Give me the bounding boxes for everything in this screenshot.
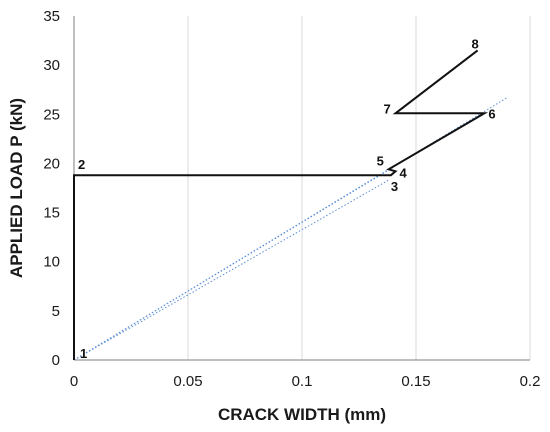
point-label: 1 bbox=[80, 346, 87, 361]
y-tick-label: 0 bbox=[52, 352, 60, 369]
point-labels: 1 2 345 6 7 8 bbox=[78, 36, 496, 361]
point-label: 7 bbox=[383, 101, 390, 116]
point-label: 5 bbox=[377, 153, 384, 168]
point-label: 3 bbox=[391, 179, 398, 194]
grid-lines bbox=[187, 16, 531, 360]
point-label: 6 bbox=[488, 106, 495, 121]
y-tick-label: 20 bbox=[43, 155, 60, 172]
point-label: 8 bbox=[472, 36, 479, 51]
reference-line bbox=[73, 179, 389, 361]
y-tick-label: 35 bbox=[43, 8, 60, 25]
x-tick-label: 0.2 bbox=[520, 373, 541, 390]
x-tick-label: 0.1 bbox=[292, 373, 313, 390]
x-tick-label: 0.05 bbox=[173, 373, 202, 390]
reference-lines bbox=[73, 97, 508, 361]
point-label: 4 bbox=[399, 165, 407, 180]
y-tick-label: 10 bbox=[43, 254, 60, 271]
x-tick-label: 0 bbox=[70, 373, 78, 390]
x-axis-title: CRACK WIDTH (mm) bbox=[218, 405, 386, 424]
y-tick-label: 25 bbox=[43, 106, 60, 123]
point-label: 2 bbox=[78, 157, 85, 172]
series-lines bbox=[73, 49, 489, 361]
series-line bbox=[73, 49, 489, 360]
y-tick-label: 30 bbox=[43, 57, 60, 74]
reference-line bbox=[73, 166, 394, 361]
x-tick-label: 0.15 bbox=[401, 373, 430, 390]
y-tick-label: 5 bbox=[52, 303, 60, 320]
y-axis-title: APPLIED LOAD P (kN) bbox=[7, 98, 26, 278]
y-tick-label: 15 bbox=[43, 205, 60, 222]
